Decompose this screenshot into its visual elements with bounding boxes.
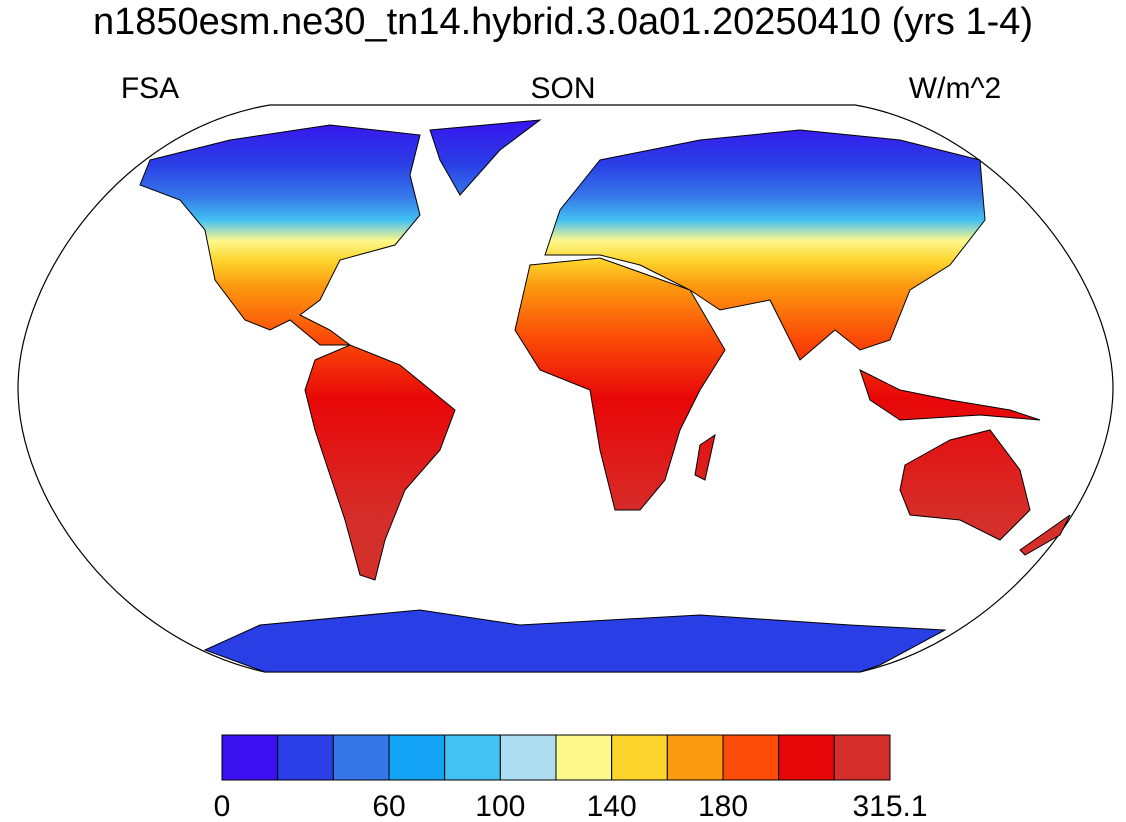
north-america — [139, 124, 421, 346]
colorbar-label: 140 — [587, 790, 637, 822]
africa — [514, 257, 726, 511]
australia — [899, 429, 1031, 541]
antarctica — [203, 609, 947, 673]
colorbar-box — [666, 734, 724, 781]
land — [139, 119, 1071, 581]
colorbar-box — [499, 734, 557, 781]
south-america — [304, 344, 456, 581]
variable-label: FSA — [121, 72, 179, 105]
colorbar-box — [833, 734, 891, 781]
colorbar: 0 60 100 140 180 315.1 — [214, 734, 928, 822]
maritime-continent — [859, 369, 1041, 421]
units-label: W/m^2 — [909, 72, 1001, 105]
eurasia — [544, 129, 986, 361]
greenland — [429, 119, 542, 196]
colorbar-label: 60 — [372, 790, 405, 822]
map — [17, 104, 1114, 673]
colorbar-label: 315.1 — [852, 790, 927, 822]
colorbar-box — [555, 734, 613, 781]
colorbar-box — [388, 734, 446, 781]
colorbar-label: 0 — [214, 790, 231, 822]
colorbar-box — [444, 734, 501, 781]
colorbar-box — [778, 734, 835, 781]
colorbar-box — [611, 734, 668, 781]
colorbar-box — [221, 734, 279, 781]
colorbar-box — [277, 734, 334, 781]
season-label: SON — [530, 72, 595, 105]
new-zealand — [1019, 514, 1071, 556]
colorbar-label: 180 — [698, 790, 748, 822]
colorbar-box — [722, 734, 780, 781]
colorbar-label: 100 — [475, 790, 525, 822]
madagascar — [694, 433, 716, 481]
title: n1850esm.ne30_tn14.hybrid.3.0a01.2025041… — [93, 1, 1033, 43]
colorbar-box — [332, 734, 390, 781]
